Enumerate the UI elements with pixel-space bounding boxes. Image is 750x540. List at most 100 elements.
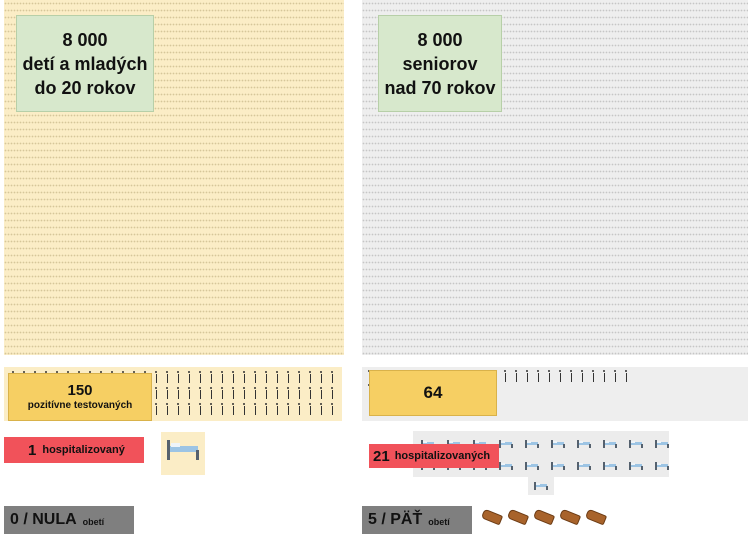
- bed-icon: [603, 440, 617, 448]
- bed-icon: [629, 440, 643, 448]
- person-icon: [546, 370, 552, 382]
- senior-count: 8 000: [417, 29, 463, 50]
- senior-line1: seniorov: [402, 53, 478, 74]
- person-icon: [175, 387, 181, 399]
- person-icon: [252, 403, 258, 415]
- person-icon: [263, 403, 269, 415]
- person-icon: [285, 387, 291, 399]
- youth-hospitalized-label: hospitalizovaný: [42, 444, 125, 456]
- person-icon: [252, 371, 258, 383]
- bed-icon: [551, 462, 565, 470]
- person-icon: [307, 387, 313, 399]
- person-icon: [318, 403, 324, 415]
- person-icon: [230, 371, 236, 383]
- person-icon: [274, 403, 280, 415]
- person-icon: [557, 370, 563, 382]
- bed-icon: [629, 462, 643, 470]
- person-icon: [318, 387, 324, 399]
- youth-line1: detí a mladých: [22, 53, 148, 74]
- youth-hospitalized-count: 1: [28, 441, 37, 459]
- person-icon: [579, 370, 585, 382]
- bed-icon: [577, 440, 591, 448]
- person-icon: [164, 387, 170, 399]
- person-icon: [263, 387, 269, 399]
- youth-hospitalized-box: 1 hospitalizovaný: [4, 437, 144, 463]
- senior-hospitalized-box: 21 hospitalizovaných: [369, 444, 499, 468]
- person-icon: [296, 371, 302, 383]
- senior-hospitalized-count: 21: [373, 447, 390, 465]
- bed-icon: [655, 440, 669, 448]
- person-icon: [285, 403, 291, 415]
- person-icon: [208, 403, 214, 415]
- person-icon: [318, 371, 324, 383]
- person-icon: [274, 387, 280, 399]
- coffin-icon: [584, 508, 608, 526]
- youth-victims-label: obetí: [82, 517, 105, 527]
- senior-victims-count: 5 / PÄŤ: [368, 511, 423, 528]
- person-icon: [153, 387, 159, 399]
- senior-victims-box: 5 / PÄŤ obetí: [362, 506, 472, 534]
- coffin-icon: [506, 508, 530, 526]
- youth-victims-count: 0 / NULA: [10, 511, 77, 528]
- person-icon: [502, 370, 508, 382]
- person-icon: [164, 403, 170, 415]
- person-icon: [186, 403, 192, 415]
- youth-population-panel: 8 000 detí a mladých do 20 rokov: [4, 0, 344, 355]
- youth-line2: do 20 rokov: [34, 77, 136, 98]
- person-icon: [186, 371, 192, 383]
- person-icon: [175, 371, 181, 383]
- senior-beds-extra: [528, 477, 554, 495]
- person-icon: [535, 370, 541, 382]
- person-icon: [274, 371, 280, 383]
- bed-icon: [534, 482, 548, 490]
- coffin-icon: [480, 508, 504, 526]
- youth-positive-label: pozitívne testovaných: [27, 400, 133, 411]
- youth-population-label: 8 000 detí a mladých do 20 rokov: [16, 15, 154, 112]
- person-icon: [197, 387, 203, 399]
- senior-positive-count: 64: [423, 383, 443, 402]
- senior-population-panel: 8 000 seniorov nad 70 rokov: [362, 0, 748, 355]
- youth-positive-box: 150 pozitívne testovaných: [8, 373, 152, 421]
- person-icon: [186, 387, 192, 399]
- youth-bed-box: [161, 432, 205, 475]
- senior-beds-area: [413, 431, 669, 477]
- senior-positive-box: 64: [369, 370, 497, 416]
- person-icon: [263, 371, 269, 383]
- youth-positive-count: 150: [67, 382, 93, 399]
- bed-icon: [167, 440, 199, 460]
- person-icon: [296, 387, 302, 399]
- person-icon: [197, 403, 203, 415]
- person-icon: [241, 403, 247, 415]
- person-icon: [230, 403, 236, 415]
- youth-victims-box: 0 / NULA obetí: [4, 506, 134, 534]
- person-icon: [568, 370, 574, 382]
- bed-icon: [525, 462, 539, 470]
- person-icon: [307, 371, 313, 383]
- youth-count: 8 000: [62, 29, 108, 50]
- person-icon: [524, 370, 530, 382]
- person-icon: [164, 371, 170, 383]
- person-icon: [208, 387, 214, 399]
- person-icon: [513, 370, 519, 382]
- person-icon: [175, 403, 181, 415]
- senior-victims-label: obetí: [428, 517, 450, 527]
- bed-icon: [603, 462, 617, 470]
- bed-icon: [525, 440, 539, 448]
- person-icon: [329, 387, 335, 399]
- bed-icon: [577, 462, 591, 470]
- person-icon: [590, 370, 596, 382]
- person-icon: [252, 387, 258, 399]
- person-icon: [230, 387, 236, 399]
- person-icon: [219, 371, 225, 383]
- senior-population-label: 8 000 seniorov nad 70 rokov: [378, 15, 502, 112]
- bed-icon: [655, 462, 669, 470]
- senior-hospitalized-label: hospitalizovaných: [394, 450, 491, 462]
- person-icon: [219, 387, 225, 399]
- coffin-icon: [558, 508, 582, 526]
- bed-icon: [551, 440, 565, 448]
- person-icon: [197, 371, 203, 383]
- person-icon: [329, 403, 335, 415]
- person-icon: [296, 403, 302, 415]
- person-icon: [219, 403, 225, 415]
- senior-line2: nad 70 rokov: [384, 77, 496, 98]
